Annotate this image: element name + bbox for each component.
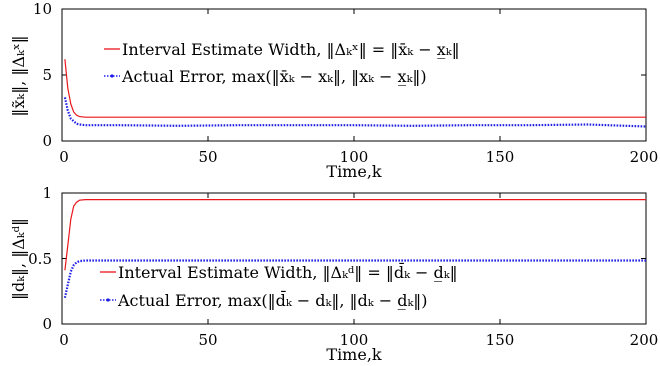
x-axis-label: Time,k <box>326 162 382 181</box>
y-tick-label: 1 <box>42 184 52 202</box>
legend-marker-error <box>110 74 114 78</box>
legend-entry-error: Actual Error, max(‖d̄ₖ − dₖ‖, ‖dₖ − d̲ₖ‖… <box>117 289 428 310</box>
x-tick-label: 150 <box>486 148 515 166</box>
series-group <box>63 59 647 128</box>
x-axis-label: Time,k <box>326 345 382 364</box>
x-tick-label: 100 <box>340 331 369 349</box>
series-line-interval-width <box>64 199 646 271</box>
y-tick-label: 10 <box>33 0 52 18</box>
y-axis-label: ‖x̃ₖ‖, ‖Δₖˣ‖ <box>9 35 28 116</box>
y-tick-label: 0.5 <box>28 250 52 268</box>
legend-entry-error: Actual Error, max(‖x̄ₖ − xₖ‖, ‖xₖ − x̲ₖ‖… <box>121 67 427 86</box>
legend: Interval Estimate Width, ‖Δₖˣ‖ = ‖x̄ₖ − … <box>104 40 460 86</box>
top-panel: 10 5 0 0 50 100 150 200 Time,k ‖x̃ₖ‖, ‖Δ… <box>9 0 658 181</box>
y-axis-label: ‖dₖ‖, ‖Δₖᵈ‖ <box>9 218 28 300</box>
axis-ticks <box>61 192 647 325</box>
axis-ticks <box>61 8 647 142</box>
y-tick-label: 0 <box>42 315 52 333</box>
bottom-panel: 1 0.5 0 0 50 100 150 200 Time,k ‖dₖ‖, ‖Δ… <box>9 184 658 364</box>
y-tick-label: 0 <box>42 132 52 150</box>
x-tick-label: 50 <box>198 148 217 166</box>
x-tick-label: 50 <box>198 331 217 349</box>
legend-marker-error <box>106 298 110 302</box>
x-tick-label: 150 <box>486 331 515 349</box>
legend-entry-interval: Interval Estimate Width, ‖Δₖˣ‖ = ‖x̄ₖ − … <box>122 40 460 59</box>
x-tick-label: 0 <box>59 331 69 349</box>
x-tick-label: 200 <box>630 148 659 166</box>
legend: Interval Estimate Width, ‖Δₖᵈ‖ = ‖d̄ₖ − … <box>100 261 458 310</box>
series-line-interval-width <box>64 59 646 118</box>
legend-entry-interval: Interval Estimate Width, ‖Δₖᵈ‖ = ‖d̄ₖ − … <box>118 261 458 282</box>
x-tick-label: 200 <box>630 331 659 349</box>
y-tick-label: 5 <box>42 66 52 84</box>
series-line-actual-error <box>63 97 647 128</box>
series-group <box>63 199 646 299</box>
x-tick-label: 100 <box>340 148 369 166</box>
x-tick-label: 0 <box>59 148 69 166</box>
